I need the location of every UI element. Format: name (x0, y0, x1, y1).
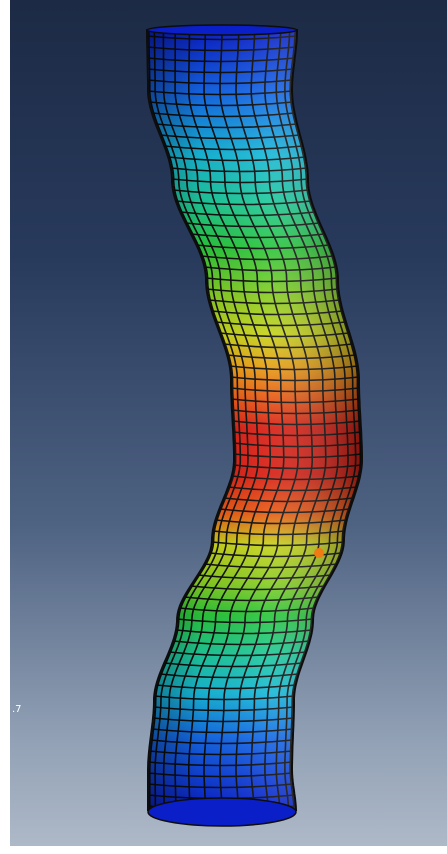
bottom-end-cap (147, 797, 297, 827)
max-value-marker (314, 548, 324, 558)
top-end-cap (146, 24, 298, 36)
tube-shading (147, 30, 362, 810)
graphics-viewport[interactable]: .7 (10, 0, 447, 846)
tube-body (146, 24, 363, 827)
deformed-pipe-model (146, 24, 363, 827)
edge-text-fragment: .7 (12, 704, 22, 715)
